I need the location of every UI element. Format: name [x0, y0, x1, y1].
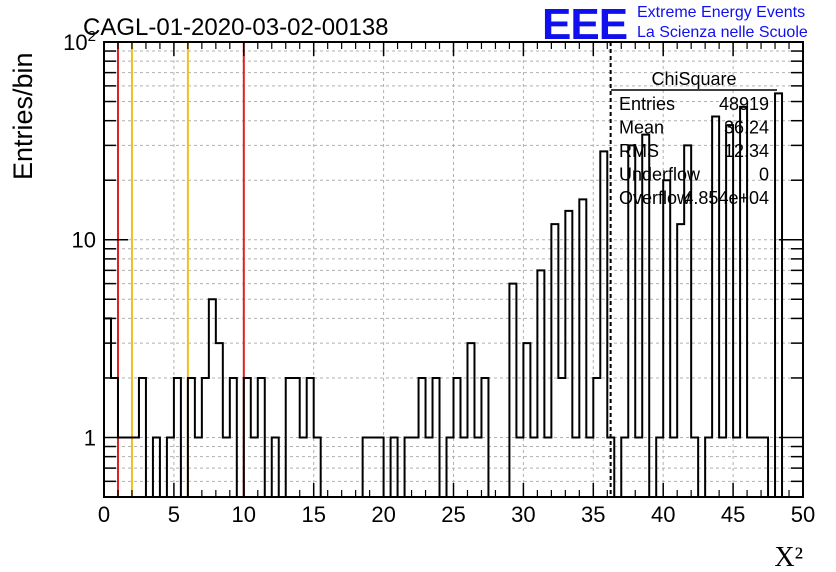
x-axis-label: X²	[774, 542, 803, 572]
axis-ticks	[103, 41, 804, 497]
histogram-outline	[103, 92, 803, 498]
x-tick-label: 5	[168, 502, 180, 527]
y-tick-label: 10	[72, 228, 96, 253]
stats-row-label: Underflow	[619, 165, 701, 185]
stats-row-value: 4.854e+04	[683, 188, 769, 208]
eee-logo-line1: Extreme Energy Events	[637, 4, 806, 21]
x-tick-label: 50	[791, 502, 815, 527]
stats-row-value: 0	[759, 165, 769, 185]
x-tick-label: 15	[301, 502, 325, 527]
x-tick-label: 40	[651, 502, 675, 527]
x-tick-label: 20	[371, 502, 395, 527]
stats-row-label: RMS	[619, 141, 659, 161]
eee-logo-line2: La Scienza nelle Scuole	[637, 24, 808, 41]
stats-box-title: ChiSquare	[651, 69, 736, 89]
eee-logo: EEE	[542, 0, 628, 49]
x-tick-label: 35	[581, 502, 605, 527]
stats-box: ChiSquare Entries 48919 Mean 36.24 RMS 12.34 U…	[611, 69, 777, 208]
stats-row-label: Overflow	[619, 188, 691, 208]
stats-row-value: 36.24	[724, 118, 769, 138]
stats-row-label: Entries	[619, 94, 675, 114]
y-tick-label: 1	[84, 425, 96, 450]
y-axis-label: Entries/bin	[8, 52, 38, 180]
stats-row-label: Mean	[619, 118, 664, 138]
stats-row-value: 48919	[719, 94, 769, 114]
chart-title: CAGL-01-2020-03-02-00138	[83, 14, 389, 41]
x-tick-label: 30	[511, 502, 535, 527]
x-tick-label: 25	[441, 502, 465, 527]
stats-row-value: 12.34	[724, 141, 769, 161]
x-tick-label: 0	[98, 502, 110, 527]
x-tick-label: 45	[721, 502, 745, 527]
x-tick-label: 10	[232, 502, 256, 527]
